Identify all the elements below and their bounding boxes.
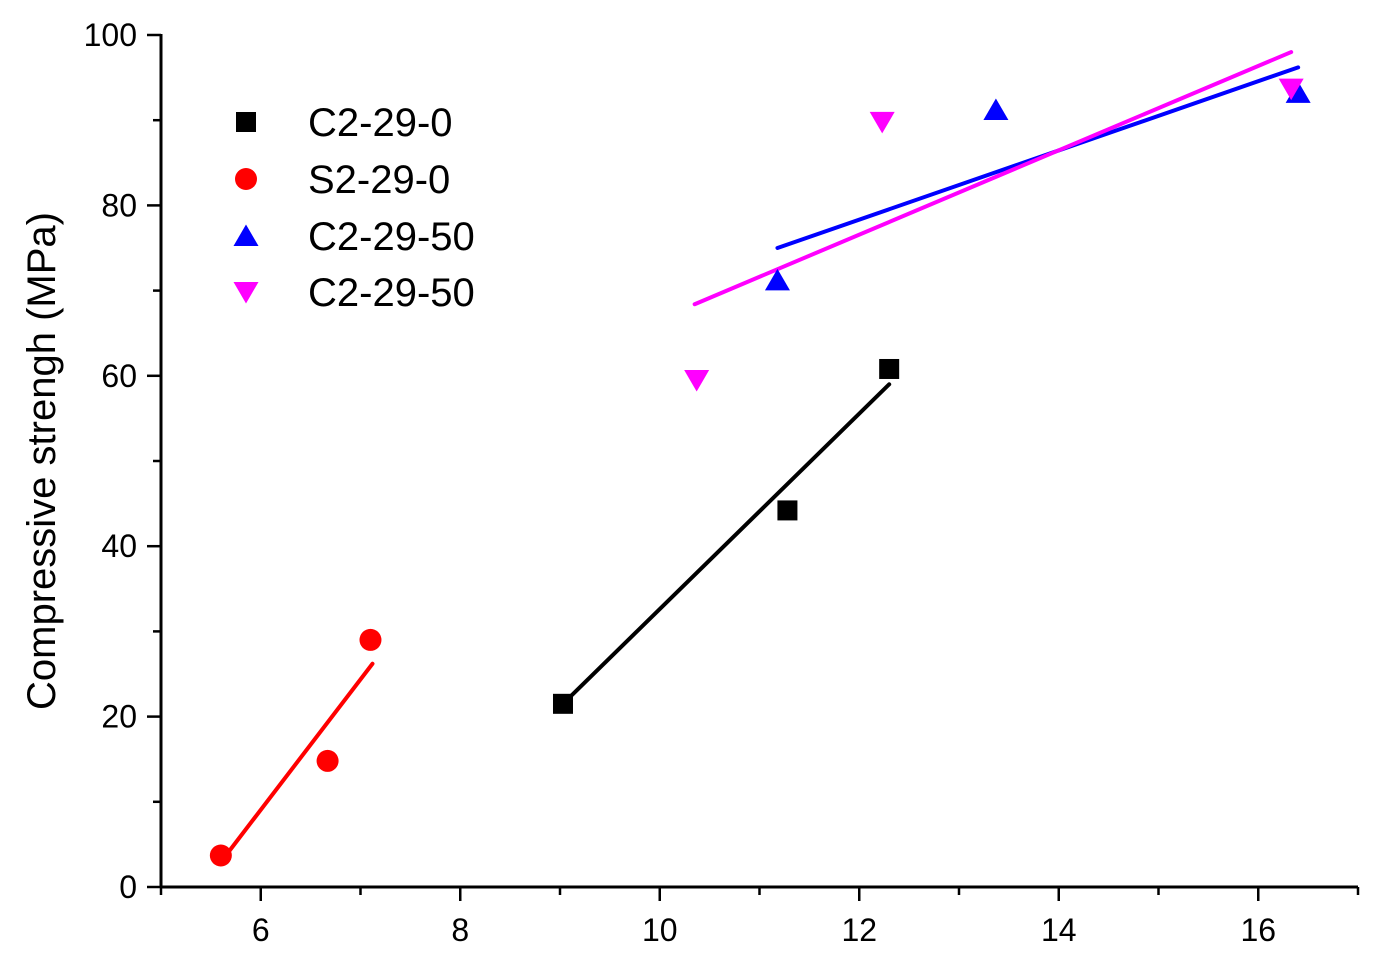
- legend-label: C2-29-50: [308, 271, 475, 315]
- data-point-triangle-down: [1278, 78, 1304, 101]
- data-point-triangle-up: [764, 268, 790, 291]
- fit-lines: [223, 50, 1301, 858]
- y-tick-label: 40: [101, 528, 137, 564]
- data-point-triangle-down: [684, 370, 710, 392]
- legend: C2-29-0 S2-29-0 C2-29-50 C2-29-50: [233, 101, 475, 315]
- data-point-triangle-down: [869, 111, 895, 134]
- legend-marker-circle: [235, 168, 257, 190]
- x-tick-label: 14: [1041, 912, 1077, 948]
- data-point-square: [552, 693, 573, 714]
- data-point-square: [777, 500, 798, 521]
- legend-marker-triangle-down: [233, 282, 259, 304]
- x-tick-label: 6: [252, 912, 270, 948]
- fit-line: [560, 382, 892, 706]
- data-point-circle: [209, 844, 232, 867]
- data-point-circle: [359, 628, 382, 651]
- data-point-triangle-up: [983, 98, 1009, 120]
- x-tick-label: 16: [1240, 912, 1276, 948]
- y-tick-label: 60: [101, 358, 137, 394]
- data-point-circle: [316, 749, 339, 772]
- x-tick-label: 12: [841, 912, 877, 948]
- legend-marker-triangle-up: [233, 224, 259, 246]
- x-tick-label: 10: [642, 912, 678, 948]
- y-axis-label: Compressive strengh (MPa): [20, 212, 64, 710]
- legend-label: C2-29-50: [308, 215, 475, 259]
- fit-line: [692, 50, 1294, 307]
- y-tick-label: 80: [101, 187, 137, 223]
- data-points: [209, 78, 1311, 867]
- y-tick-label: 20: [101, 699, 137, 735]
- data-point-square: [879, 358, 900, 379]
- fit-line: [223, 661, 375, 858]
- y-tick-label: 0: [119, 869, 137, 905]
- x-tick-label: 8: [451, 912, 469, 948]
- legend-label: S2-29-0: [308, 158, 450, 202]
- axes: 6 8 10 12 14 16 0 20 40 60 80 100: [84, 17, 1360, 948]
- legend-label: C2-29-0: [308, 101, 453, 145]
- legend-marker-square: [236, 112, 256, 132]
- y-tick-label: 100: [84, 17, 137, 53]
